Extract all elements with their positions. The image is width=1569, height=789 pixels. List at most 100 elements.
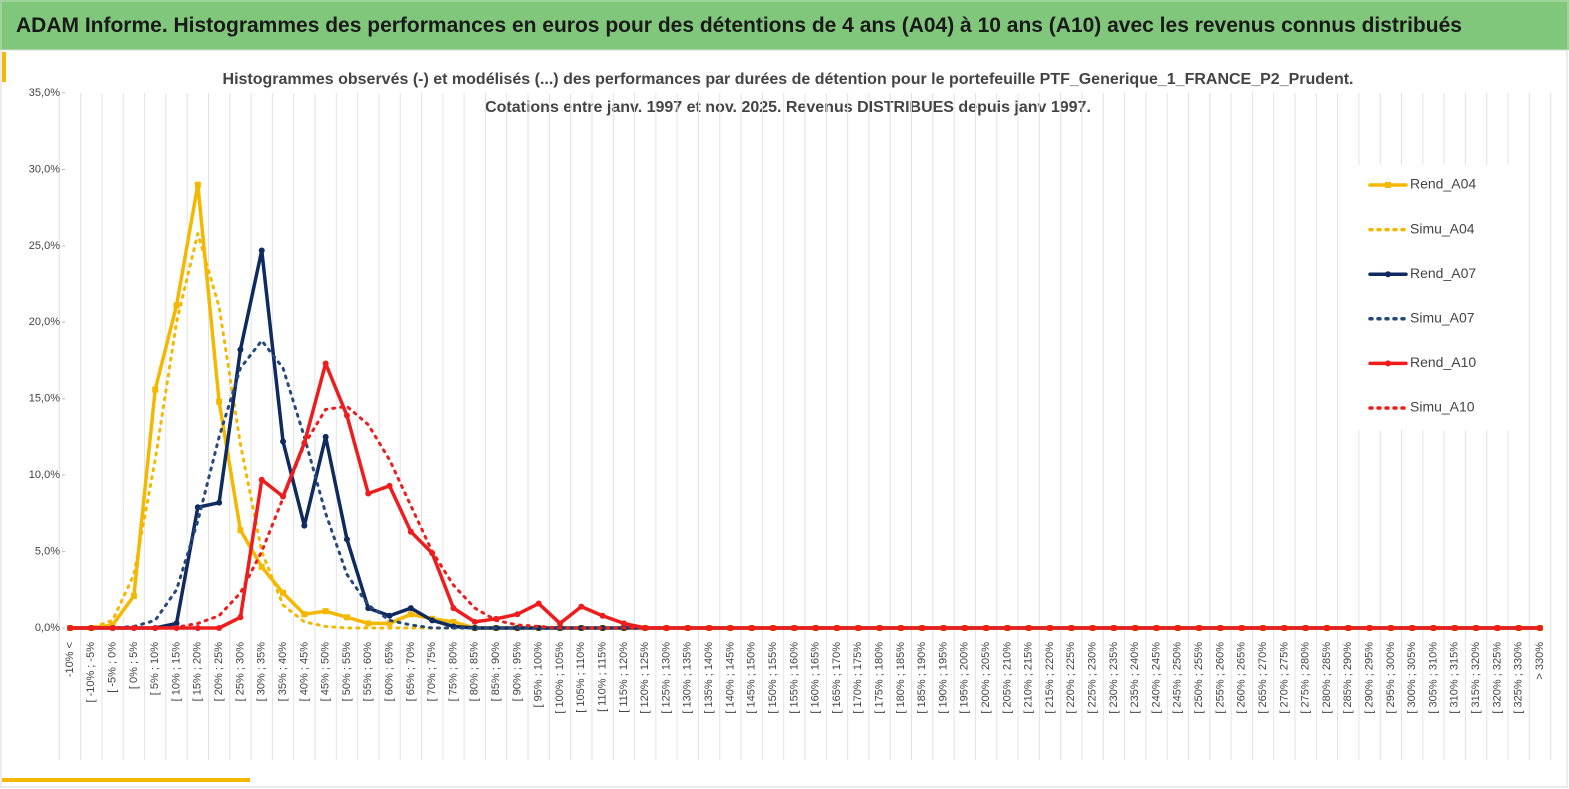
point — [301, 611, 308, 618]
point — [770, 625, 777, 631]
x-tick-label: [ 90% ; 95% — [511, 642, 523, 702]
point — [216, 499, 223, 506]
series-line — [68, 404, 1542, 630]
x-tick-label: [ 80% ; 85% — [469, 642, 481, 702]
point — [280, 589, 287, 596]
legend-marker — [1385, 271, 1391, 278]
point — [450, 605, 457, 612]
point — [216, 398, 223, 405]
x-tick-label: [ 165% ; 170% — [831, 642, 843, 714]
header: ADAM Informe. Histogrammes des performan… — [0, 0, 1569, 50]
point — [450, 618, 457, 625]
x-tick-label: [ 235% ; 240% — [1129, 642, 1141, 714]
x-tick-label: [ 315% ; 320% — [1470, 642, 1482, 714]
point — [194, 181, 201, 188]
legend-marker — [1385, 182, 1391, 188]
point — [1281, 625, 1288, 631]
point — [407, 605, 414, 612]
y-tick-label: 15,0% — [29, 393, 60, 405]
legend-marker — [1385, 360, 1391, 367]
x-tick-label: [ 55% ; 60% — [362, 642, 374, 702]
x-tick-label: [ 210% ; 215% — [1023, 642, 1035, 714]
point — [173, 620, 180, 627]
legend-label: Rend_A04 — [1410, 176, 1476, 192]
x-tick-label: [ 265% ; 270% — [1257, 642, 1269, 714]
x-tick-label: [ 70% ; 75% — [426, 642, 438, 702]
point — [258, 476, 265, 483]
point — [386, 620, 393, 627]
x-tick-label: [ 65% ; 70% — [405, 642, 417, 702]
x-tick-label: [ 250% ; 255% — [1193, 642, 1205, 714]
x-tick-label: [ 95% ; 100% — [533, 642, 545, 708]
x-tick-label: [ 15% ; 20% — [192, 642, 204, 702]
x-tick-label: [ 220% ; 225% — [1065, 642, 1077, 714]
x-tick-label: [ 300% ; 305% — [1406, 642, 1418, 714]
x-tick-label: [ 25% ; 30% — [234, 642, 246, 702]
x-tick-label: [ 320% ; 325% — [1491, 642, 1503, 714]
point — [897, 625, 904, 631]
point — [1089, 625, 1096, 631]
x-tick-label: [ -10% ; -5% — [85, 642, 97, 703]
x-tick-label: [ 140% ; 145% — [724, 642, 736, 714]
y-tick-label: 5,0% — [35, 545, 60, 557]
point — [1473, 625, 1480, 631]
x-tick-label: [ 30% ; 35% — [256, 642, 268, 702]
x-tick-label: [ 275% ; 280% — [1300, 642, 1312, 714]
x-tick-label: [ 290% ; 295% — [1363, 642, 1375, 714]
x-tick-label: [ 195% ; 200% — [959, 642, 971, 714]
x-tick-label: [ -5% ; 0% — [107, 642, 119, 693]
point — [216, 625, 223, 631]
y-tick-label: 30,0% — [29, 163, 60, 175]
point — [280, 438, 287, 445]
point — [386, 612, 393, 619]
point — [599, 625, 606, 631]
point — [343, 614, 350, 621]
point — [535, 600, 542, 607]
legend-label: Simu_A04 — [1410, 220, 1475, 236]
x-tick-label: [ 240% ; 245% — [1150, 642, 1162, 714]
chart-title: Histogrammes observés (-) et modélisés (… — [223, 71, 1354, 88]
point — [322, 433, 329, 440]
point — [194, 504, 201, 511]
x-tick-label: [ 20% ; 25% — [213, 642, 225, 702]
y-tick-label: 20,0% — [29, 316, 60, 328]
point — [365, 620, 372, 627]
x-tick-label: [ 110% ; 115% — [597, 642, 609, 712]
point — [322, 360, 329, 367]
x-tick-label: [ 245% ; 250% — [1172, 642, 1184, 714]
legend-label: Rend_A10 — [1410, 354, 1476, 370]
header-title: ADAM Informe. Histogrammes des performan… — [16, 14, 1462, 37]
x-tick-label: > 330% — [1534, 642, 1546, 680]
x-tick-label: [ 10% ; 15% — [170, 642, 182, 702]
point — [471, 625, 478, 631]
x-tick-label: [ 125% ; 130% — [660, 642, 672, 714]
legend-label: Simu_A10 — [1410, 399, 1475, 415]
x-tick-label: [ 270% ; 275% — [1278, 642, 1290, 714]
point — [130, 592, 137, 599]
x-tick-label: [ 175% ; 180% — [873, 642, 885, 714]
x-tick-label: [ 135% ; 140% — [703, 642, 715, 714]
x-tick-label: [ 120% ; 125% — [639, 642, 651, 714]
point — [1153, 625, 1160, 631]
point — [301, 522, 308, 529]
point — [642, 625, 649, 631]
x-tick-label: [ 5% ; 10% — [149, 642, 161, 695]
x-tick-label: [ 145% ; 150% — [746, 642, 758, 714]
point — [557, 620, 563, 627]
point — [599, 612, 606, 619]
point — [407, 611, 414, 618]
x-tick-label: [ 85% ; 90% — [490, 642, 502, 702]
point — [194, 625, 201, 631]
point — [578, 603, 585, 610]
chart-subtitle: Cotations entre janv. 1997 et nov. 2025.… — [485, 99, 1091, 116]
x-tick-label: [ 205% ; 210% — [1001, 642, 1013, 714]
x-tick-label: [ 35% ; 40% — [277, 642, 289, 702]
point — [1537, 625, 1543, 631]
point — [258, 247, 265, 254]
x-tick-label: [ 160% ; 165% — [810, 642, 822, 714]
point — [237, 614, 244, 621]
x-tick-label: [ 40% ; 45% — [298, 642, 310, 702]
x-tick-label: [ 50% ; 55% — [341, 642, 353, 702]
point — [237, 527, 244, 534]
